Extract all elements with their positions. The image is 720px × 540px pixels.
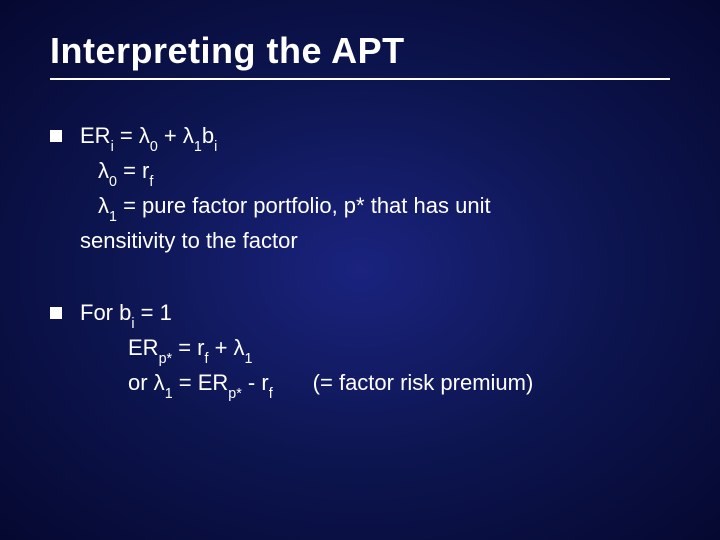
body-text: or λ [128,370,165,395]
body-text: + λ [158,123,194,148]
body-text: ER [80,123,111,148]
bullet-line: λ1 = pure factor portfolio, p* that has … [80,190,670,225]
body-text: - r [242,370,269,395]
body-text: + λ [208,335,244,360]
subscript-text: 0 [109,174,117,190]
subscript-text: 1 [245,351,253,367]
body-text: = pure factor portfolio, p* that has uni… [117,193,491,218]
body-text: b [202,123,214,148]
bullet-line: sensitivity to the factor [80,225,670,257]
body-text: λ [98,158,109,183]
bullet-line: or λ1 = ERp* - rf (= factor risk premium) [80,367,670,402]
bullet-content: ERi = λ0 + λ1biλ0 = rfλ1 = pure factor p… [80,120,670,257]
bullet-line: λ0 = rf [80,155,670,190]
bullet-marker-icon [50,130,62,142]
body-text: = λ [114,123,150,148]
subscript-text: 1 [194,139,202,155]
body-text: = r [172,335,204,360]
bullet-line: ERp* = rf + λ1 [80,332,670,367]
body-text: sensitivity to the factor [80,228,298,253]
slide-title: Interpreting the APT [50,30,670,72]
subscript-text: p* [159,351,173,367]
bullet-block: For bi = 1ERp* = rf + λ1or λ1 = ERp* - r… [50,297,670,402]
subscript-text: i [111,139,114,155]
bullet-line: For bi = 1 [80,297,670,332]
subscript-text: f [149,174,153,190]
title-underline [50,78,670,80]
subscript-text: f [269,386,273,402]
body-text: λ [98,193,109,218]
subscript-text: f [204,351,208,367]
body-text: ER [128,335,159,360]
subscript-text: i [131,316,134,332]
body-text: For b [80,300,131,325]
bullets-container: ERi = λ0 + λ1biλ0 = rfλ1 = pure factor p… [50,120,670,403]
body-text: = 1 [135,300,172,325]
body-text: (= factor risk premium) [313,370,534,395]
subscript-text: p* [228,386,242,402]
subscript-text: i [214,139,217,155]
body-text: = ER [173,370,229,395]
subscript-text: 0 [150,139,158,155]
subscript-text: 1 [165,386,173,402]
bullet-line: ERi = λ0 + λ1bi [80,120,670,155]
subscript-text: 1 [109,209,117,225]
bullet-marker-icon [50,307,62,319]
bullet-content: For bi = 1ERp* = rf + λ1or λ1 = ERp* - r… [80,297,670,402]
bullet-block: ERi = λ0 + λ1biλ0 = rfλ1 = pure factor p… [50,120,670,257]
body-text: = r [117,158,149,183]
slide: Interpreting the APT ERi = λ0 + λ1biλ0 =… [0,0,720,540]
